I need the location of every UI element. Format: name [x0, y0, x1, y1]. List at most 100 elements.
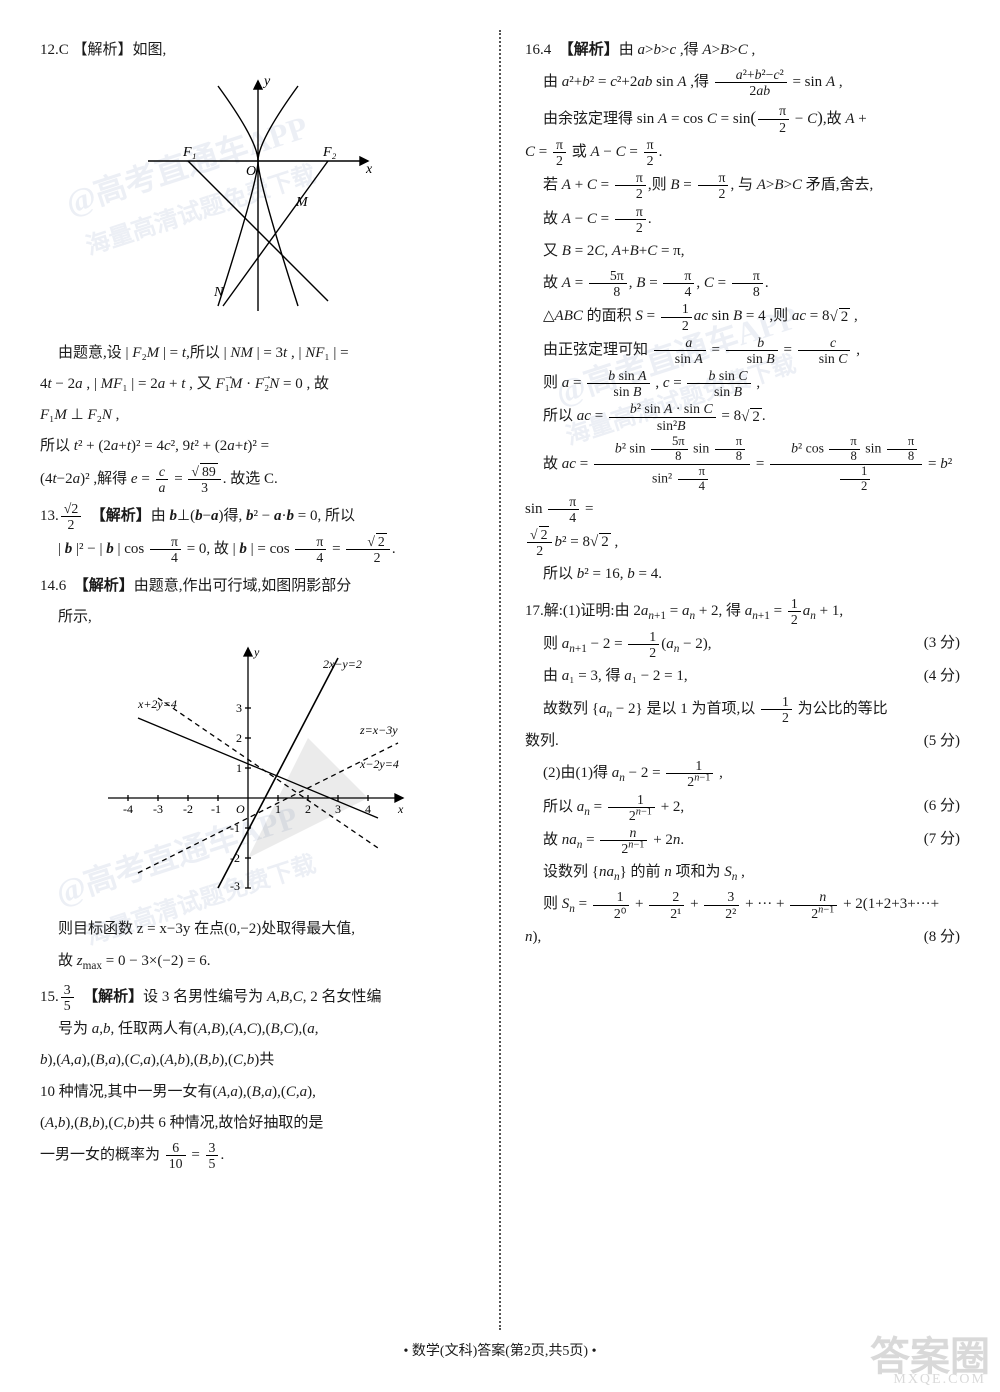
svg-text:F₁: F₁	[182, 145, 196, 160]
q15-heading: 15.35 【解析】设 3 名男性编号为 A,B,C, 2 名女性编	[40, 982, 475, 1013]
q13-line1: 由 b⊥(b−a)得, b² − a·b = 0, 所以	[151, 508, 355, 524]
q16-line: C = π2 或 A − C = π2.	[525, 137, 960, 168]
score-badge: (4 分)	[906, 662, 960, 691]
svg-text:-1: -1	[211, 802, 221, 816]
q12-heading: 12.C 【解析】如图,	[40, 36, 475, 65]
right-column: 16.4 【解析】由 a>b>c ,得 A>B>C , 由 a²+b² = c²…	[525, 30, 960, 1330]
q16-line: 由余弦定理得 sin A = cos C = sin(π2 − C),故 A +	[525, 101, 960, 135]
svg-text:x: x	[397, 802, 404, 816]
q16-line: △ABC 的面积 S = 12ac sin B = 4 ,则 ac = 82 ,	[525, 301, 960, 332]
score-badge: (6 分)	[906, 792, 960, 821]
q12-line: (4t−2a)² ,解得 e = ca = 893. 故选 C.	[40, 464, 475, 495]
q13-ans-n: √2	[61, 501, 81, 517]
q17-line: n),(8 分)	[525, 923, 960, 952]
q16-line: 又 B = 2C, A+B+C = π,	[525, 237, 960, 266]
q14-line-end2: 故 zmax = 0 − 3×(−2) = 6.	[40, 947, 475, 976]
q17-line: 设数列 {nan} 的前 n 项和为 Sn ,	[525, 858, 960, 887]
svg-text:M: M	[295, 195, 309, 210]
score-badge: (7 分)	[906, 825, 960, 854]
q12-label: 【解析】如图,	[73, 42, 167, 58]
q12-line: 所以 t² + (2a+t)² = 4c², 9t² + (2a+t)² =	[40, 432, 475, 461]
svg-text:F₂: F₂	[322, 145, 337, 160]
svg-text:-2: -2	[230, 851, 240, 865]
svg-text:N: N	[213, 285, 224, 300]
q14-heading: 14.6 【解析】由题意,作出可行域,如图阴影部分	[40, 572, 475, 601]
q16-line: 则 a = b sin Asin B , c = b sin Csin B ,	[525, 368, 960, 399]
svg-text:x−2y=4: x−2y=4	[359, 757, 399, 771]
q16-line: 所以 ac = b² sin A · sin Csin²B = 82.	[525, 401, 960, 432]
q16-line: 故 A = 5π8, B = π4, C = π8.	[525, 268, 960, 299]
q17-line: 由 a₁ = 3, 得 a₁ − 2 = 1,(4 分)	[525, 662, 960, 691]
q14-line-end1: 则目标函数 z = x−3y 在点(0,−2)处取得最大值,	[40, 915, 475, 944]
two-column-layout: 12.C 【解析】如图, x	[40, 30, 960, 1330]
q12-line: F₁M ⊥ F₂N ,	[40, 401, 475, 430]
svg-text:-4: -4	[123, 802, 133, 816]
q13-label: 【解析】	[91, 508, 151, 524]
q16-line: 若 A + C = π2,则 B = π2, 与 A>B>C 矛盾,舍去,	[525, 170, 960, 201]
left-column: 12.C 【解析】如图, x	[40, 30, 475, 1330]
q14-graph: -4 -3 -2 -1 O 1 2 3 4 3 2 1 -1 -2 -3 y x x+2y=4 2x−…	[40, 638, 475, 909]
q13-ans-d: 2	[61, 517, 81, 532]
q16-line: 由 a²+b² = c²+2ab sin A ,得 a²+b²−c²2ab = …	[525, 67, 960, 98]
svg-text:-1: -1	[230, 821, 240, 835]
q13-number: 13.	[40, 508, 59, 524]
q12-line: 由题意,设 | F₂M | = t,所以 | NM | = 3t , | NF₁…	[40, 339, 475, 368]
svg-text:-2: -2	[183, 802, 193, 816]
svg-text:y: y	[253, 645, 260, 659]
q12-graph: x y F₁ F₂ O M N	[40, 71, 475, 332]
q13-heading: 13.√22 【解析】由 b⊥(b−a)得, b² − a·b = 0, 所以	[40, 501, 475, 532]
svg-text:-3: -3	[153, 802, 163, 816]
svg-text:1: 1	[275, 802, 281, 816]
q16-number: 16.4	[525, 42, 551, 58]
svg-text:O: O	[236, 802, 245, 816]
svg-text:2: 2	[236, 731, 242, 745]
q17-line: 则 Sn = 12⁰ + 22¹ + 32² + ··· + n2n−1 + 2…	[525, 889, 960, 920]
column-divider	[499, 30, 501, 1330]
q17-line: 故 nan = n2n−1 + 2n.(7 分)	[525, 825, 960, 856]
svg-text:x: x	[365, 162, 373, 177]
q15-body: 号为 a,b, 任取两人有(A,B),(A,C),(B,C),(a,	[40, 1015, 475, 1044]
q16-label: 【解析】	[559, 42, 619, 58]
q14-number: 14.6	[40, 578, 66, 594]
q16-line: 故 A − C = π2.	[525, 204, 960, 235]
q17-line: 故数列 {an − 2} 是以 1 为首项,以 12 为公比的等比	[525, 694, 960, 725]
q17-part1: (1)证明:	[563, 603, 615, 619]
q16-line: 22b² = 82 ,	[525, 527, 960, 558]
q14-line: 所示,	[40, 603, 475, 632]
q15-body: (A,b),(B,b),(C,b)共 6 种情况,故恰好抽取的是	[40, 1109, 475, 1138]
svg-text:x+2y=4: x+2y=4	[137, 697, 177, 711]
svg-text:y: y	[262, 74, 271, 89]
svg-text:1: 1	[236, 761, 242, 775]
q17-line: 数列.(5 分)	[525, 727, 960, 756]
q16-line: 故 ac = b² sin 5π8 sin π8sin² π4 = b² cos…	[525, 435, 960, 525]
svg-text:3: 3	[335, 802, 341, 816]
hyperbola-svg: x y F₁ F₂ O M N	[128, 71, 388, 321]
svg-text:O: O	[246, 164, 256, 179]
score-badge: (3 分)	[906, 629, 960, 658]
score-badge: (8 分)	[924, 923, 960, 952]
svg-text:2: 2	[305, 802, 311, 816]
q13-line2: | b |² − | b | cos π4 = 0, 故 | b | = cos…	[40, 534, 475, 565]
q17-number: 17.解:	[525, 603, 563, 619]
svg-text:-3: -3	[230, 879, 240, 893]
q15-number: 15.	[40, 989, 59, 1005]
q15-body: 10 种情况,其中一男一女有(A,a),(B,a),(C,a),	[40, 1078, 475, 1107]
q16-line: 由正弦定理可知 asin A = bsin B = csin C ,	[525, 335, 960, 366]
svg-text:2x−y=2: 2x−y=2	[323, 657, 362, 671]
q17-line: 则 an+1 − 2 = 12(an − 2),(3 分)	[525, 629, 960, 660]
q15-body: b),(A,a),(B,a),(C,a),(A,b),(B,b),(C,b)共	[40, 1046, 475, 1075]
score-badge: (5 分)	[924, 727, 960, 756]
svg-text:3: 3	[236, 701, 242, 715]
q17-line: 所以 an = 12n−1 + 2,(6 分)	[525, 792, 960, 823]
q15-ans-d: 5	[61, 998, 74, 1013]
q15-ans-n: 3	[61, 982, 74, 998]
svg-text:z=x−3y: z=x−3y	[359, 723, 398, 737]
q16-line: 所以 b² = 16, b = 4.	[525, 560, 960, 589]
q17-line: (2)由(1)得 an − 2 = 12n−1 ,	[525, 758, 960, 789]
corner-url: MXQE.COM	[893, 1372, 986, 1388]
q12-number: 12.C	[40, 42, 69, 58]
q16-heading: 16.4 【解析】由 a>b>c ,得 A>B>C ,	[525, 36, 960, 65]
q17-heading: 17.解:(1)证明:由 2an+1 = an + 2, 得 an+1 = 12…	[525, 596, 960, 627]
lp-region-svg: -4 -3 -2 -1 O 1 2 3 4 3 2 1 -1 -2 -3 y x x+2y=4 2x−…	[98, 638, 418, 898]
svg-text:4: 4	[365, 802, 371, 816]
